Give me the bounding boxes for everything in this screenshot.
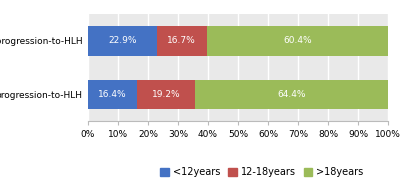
Bar	[88, 80, 137, 109]
Text: 60.4%: 60.4%	[283, 36, 312, 45]
Bar	[88, 26, 157, 56]
Bar	[195, 80, 388, 109]
Legend: <12years, 12-18years, >18years: <12years, 12-18years, >18years	[160, 166, 364, 178]
Bar	[137, 80, 195, 109]
Bar	[207, 26, 388, 56]
Bar	[157, 26, 207, 56]
Text: 16.7%: 16.7%	[167, 36, 196, 45]
Text: 19.2%: 19.2%	[152, 90, 180, 99]
Text: 64.4%: 64.4%	[277, 90, 306, 99]
Text: 22.9%: 22.9%	[108, 36, 136, 45]
Text: 16.4%: 16.4%	[98, 90, 127, 99]
